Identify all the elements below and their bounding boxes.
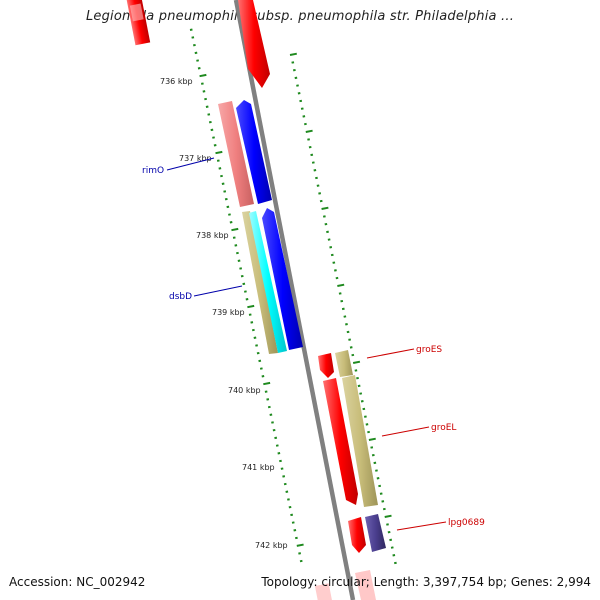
ruler-label: 737 kbp [179,154,212,163]
gene-label-connector [381,426,430,437]
topology-summary: Topology: circular; Length: 3,397,754 bp… [261,575,591,589]
tick-marks-right [289,52,397,565]
tick-mark [352,360,361,364]
tick-mark [384,514,392,518]
right-gene-labels: groES groEL lpg0689 [366,345,485,531]
gene-label-rimO[interactable]: rimO [142,166,164,176]
accession-text: Accession: NC_002942 [9,575,146,589]
ruler-label: 742 kbp [255,541,288,550]
gene-red-groES[interactable] [318,353,334,378]
tick-mark [289,52,297,56]
map-title: Legionella pneumophila subsp. pneumophil… [85,9,515,24]
gene-olive-dsbD-left[interactable] [242,211,278,354]
gene-label-groEL[interactable]: groEL [431,423,456,433]
gene-olive-groEL[interactable] [342,375,378,507]
ruler-label: 740 kbp [228,386,261,395]
tick-mark [247,304,255,309]
gene-label-connector [366,348,415,359]
gene-pink-bottom[interactable] [355,570,376,600]
tick-mark [296,543,304,547]
ruler-label: 741 kbp [242,463,275,472]
tick-mark [215,150,223,155]
ruler-labels: 736 kbp 737 kbp 738 kbp 739 kbp 740 kbp 741 k… [160,77,288,550]
tick-mark [337,283,345,287]
tick-mark [368,437,376,441]
gene-label-groES[interactable]: groES [416,345,442,355]
tick-mark [199,73,207,78]
gene-label-connector [193,285,243,297]
gene-label-connector [166,157,215,171]
tick-mark [263,381,271,386]
ruler-label: 739 kbp [212,308,245,317]
gene-purple-lpg0689[interactable] [365,514,386,552]
genome-backbone [233,0,356,600]
ruler-label: 736 kbp [160,77,193,86]
tick-mark [305,129,313,133]
gene-label-connector [396,521,447,531]
gene-red-lpg0689[interactable] [348,517,366,553]
gene-red-top-arrow[interactable] [238,0,270,88]
ruler-label: 738 kbp [196,231,229,240]
gene-olive-groES[interactable] [335,350,353,377]
gene-label-dsbD[interactable]: dsbD [169,292,192,302]
gene-blue-right[interactable] [262,208,303,350]
tick-mark [231,227,239,232]
gene-cyan-dsbD[interactable] [249,211,287,353]
gene-blue-rimO[interactable] [236,100,272,204]
tick-mark [321,206,329,210]
gene-pink-left[interactable] [218,101,254,207]
gene-pink-bottom-partial[interactable] [314,583,335,600]
left-gene-labels: rimO dsbD [142,157,243,302]
tick-marks-left [189,28,304,563]
gene-features [124,0,335,600]
gene-features-main [218,0,386,600]
gene-pink-top-partial[interactable] [129,3,144,22]
gene-red-groEL[interactable] [323,378,358,505]
gene-label-lpg0689[interactable]: lpg0689 [448,518,485,528]
